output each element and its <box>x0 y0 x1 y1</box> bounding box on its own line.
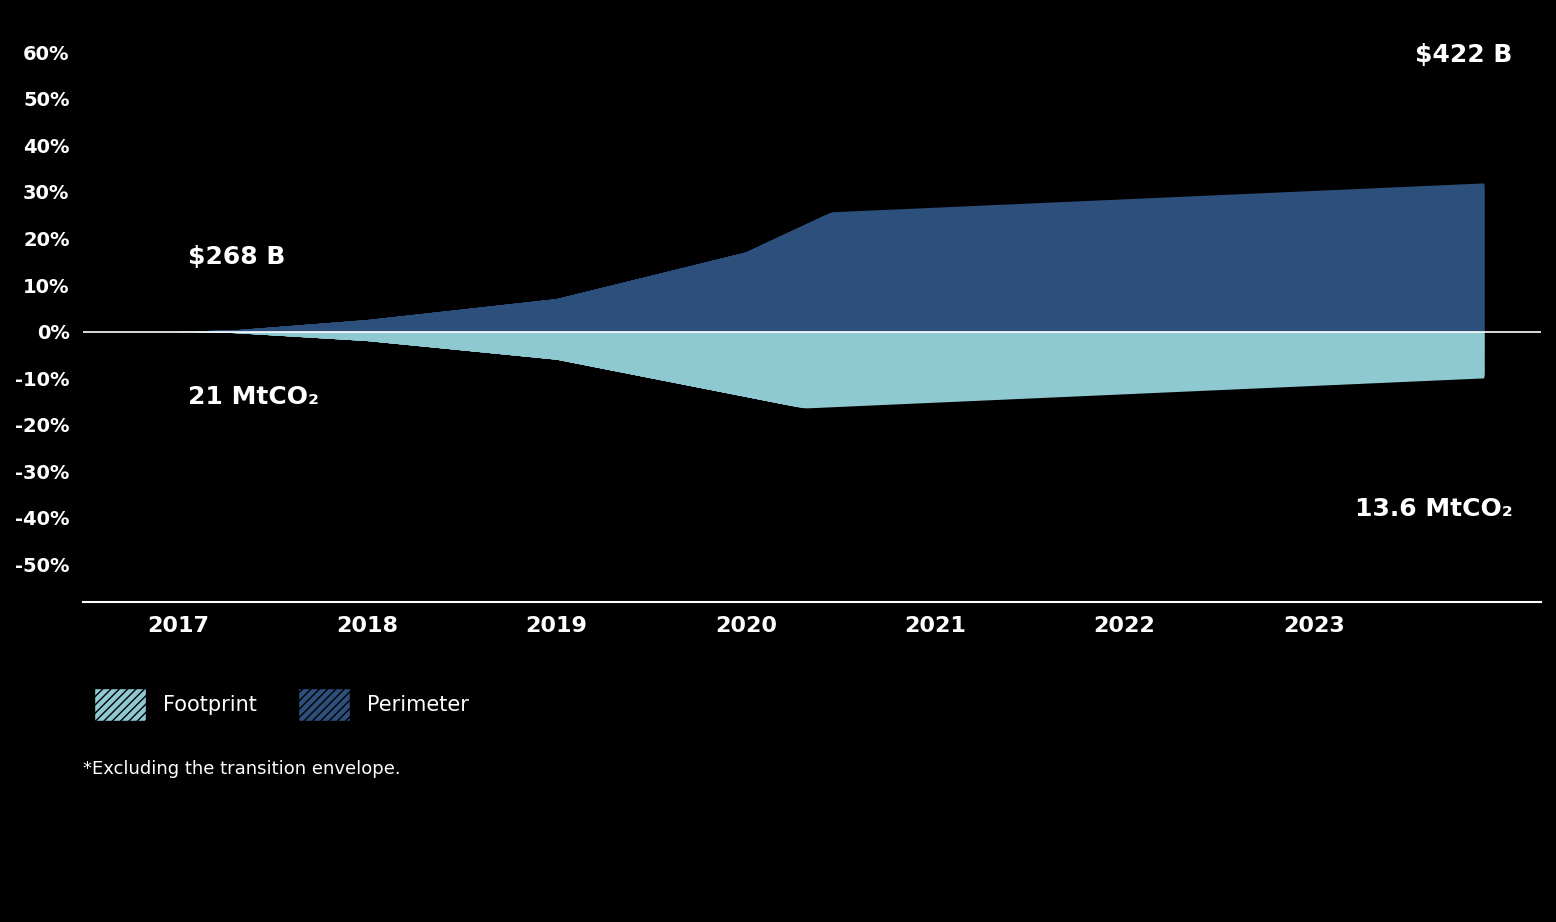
Legend: Footprint, Perimeter: Footprint, Perimeter <box>93 689 468 720</box>
PathPatch shape <box>177 332 1484 495</box>
PathPatch shape <box>177 66 1484 332</box>
Text: $422 B: $422 B <box>1416 43 1512 67</box>
Text: $268 B: $268 B <box>188 245 285 269</box>
Text: 13.6 MtCO₂: 13.6 MtCO₂ <box>1355 497 1512 521</box>
Text: *Excluding the transition envelope.: *Excluding the transition envelope. <box>84 760 401 778</box>
Text: 21 MtCO₂: 21 MtCO₂ <box>188 384 319 408</box>
